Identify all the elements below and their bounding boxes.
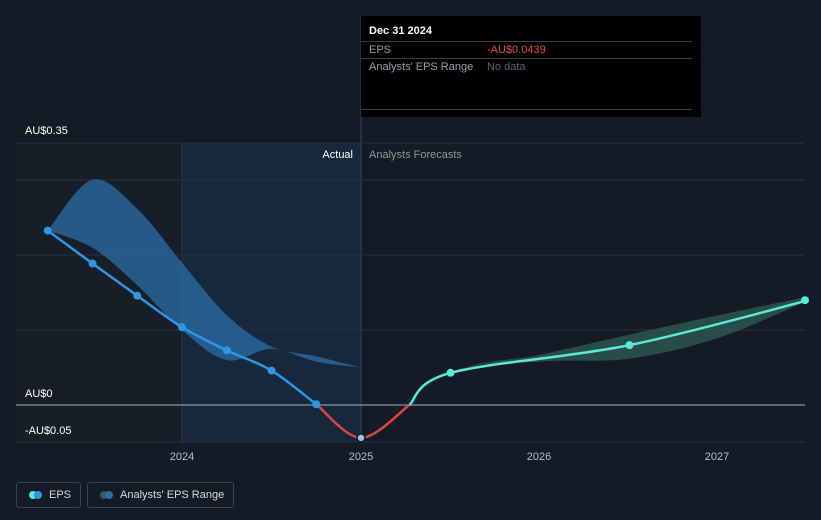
- eps-point[interactable]: [43, 226, 52, 235]
- tooltip-date: Dec 31 2024: [369, 25, 432, 37]
- eps-point[interactable]: [88, 259, 97, 268]
- legend-eps[interactable]: EPS: [16, 482, 81, 508]
- tooltip-range-label: Analysts' EPS Range: [369, 61, 474, 73]
- eps-forecast-point[interactable]: [801, 296, 809, 305]
- tooltip-divider: [361, 109, 692, 110]
- tooltip: Dec 31 2024 EPS -AU$0.0439 Analysts' EPS…: [361, 16, 701, 117]
- y-axis-label-zero: AU$0: [25, 388, 53, 400]
- eps-forecast-line: [408, 298, 809, 406]
- tooltip-eps-row: EPS -AU$0.0439: [361, 41, 692, 59]
- tooltip-eps-label: EPS: [369, 44, 392, 56]
- y-axis-label-bottom: -AU$0.05: [25, 425, 71, 437]
- x-tick-2025: 2025: [349, 451, 373, 463]
- tooltip-range-row: Analysts' EPS Range No data: [361, 58, 692, 76]
- actual-period-shade: [182, 143, 361, 442]
- eps-points: [43, 226, 809, 443]
- y-axis-label-top: AU$0.35: [25, 125, 68, 137]
- x-tick-2024: 2024: [170, 451, 194, 463]
- x-tick-2026: 2026: [527, 451, 551, 463]
- forecast-label: Analysts Forecasts: [369, 149, 462, 161]
- legend-range-label: Analysts' EPS Range: [120, 489, 225, 501]
- eps-forecast-point[interactable]: [625, 341, 634, 350]
- eps-range-band-past: [47, 179, 361, 368]
- tooltip-range-value: No data: [487, 61, 526, 73]
- eps-point[interactable]: [133, 291, 142, 300]
- eps-point[interactable]: [178, 323, 186, 332]
- eps-point[interactable]: [312, 400, 321, 409]
- eps-range-band-forecast: [361, 296, 809, 438]
- eps-legend-icon: [29, 491, 42, 499]
- legend-eps-label: EPS: [49, 489, 72, 501]
- eps-point-selected[interactable]: [356, 433, 366, 443]
- eps-point[interactable]: [222, 346, 231, 355]
- range-legend-icon: [100, 491, 113, 499]
- legend-range[interactable]: Analysts' EPS Range: [87, 482, 234, 508]
- x-tick-2027: 2027: [705, 451, 729, 463]
- eps-point[interactable]: [267, 366, 276, 375]
- actual-label: Actual: [322, 149, 353, 161]
- eps-forecast-point[interactable]: [446, 368, 455, 377]
- tooltip-eps-value: -AU$0.0439: [487, 44, 546, 56]
